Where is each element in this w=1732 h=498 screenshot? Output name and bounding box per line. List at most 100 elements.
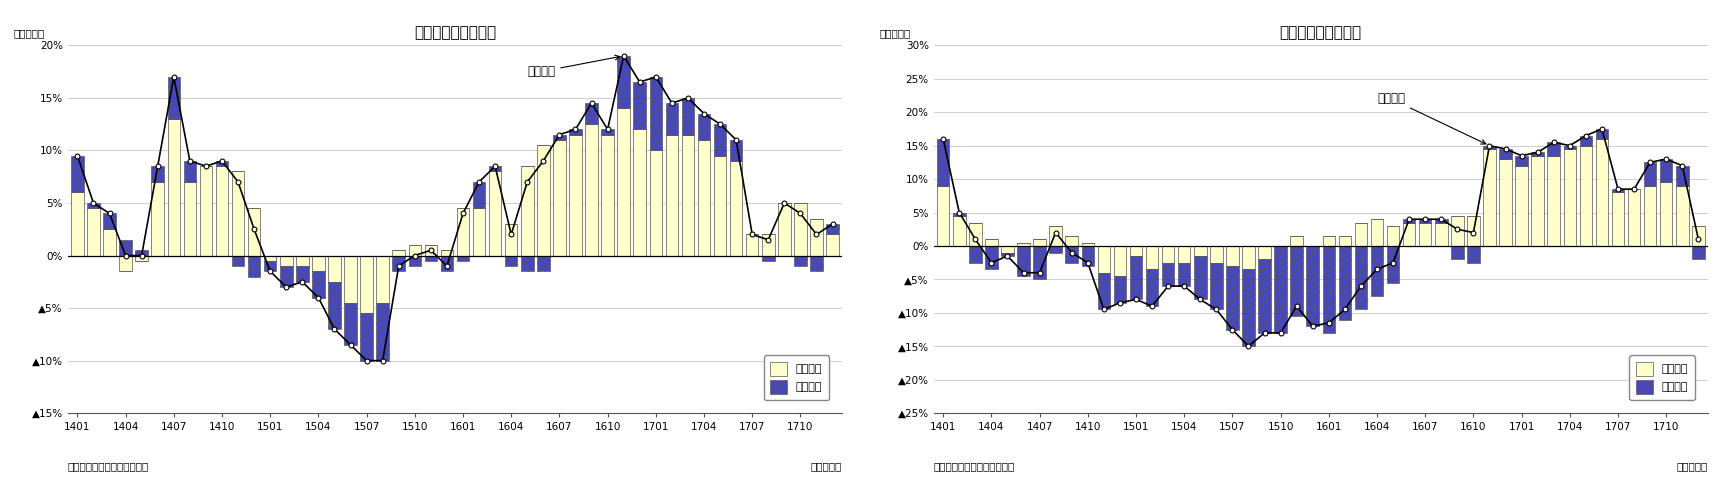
Bar [617, 56, 629, 109]
Text: （前年比）: （前年比） [878, 28, 909, 38]
Bar [409, 245, 421, 255]
Bar [345, 255, 357, 303]
Bar [87, 208, 100, 255]
Bar [1675, 186, 1687, 246]
Bar [601, 129, 613, 134]
Bar [473, 208, 485, 255]
Bar [634, 82, 646, 129]
Bar [953, 216, 965, 246]
Bar [745, 235, 759, 255]
Bar [1017, 246, 1029, 276]
Bar [1001, 246, 1013, 252]
Bar [391, 250, 405, 255]
Bar [281, 255, 293, 266]
Bar [1065, 246, 1077, 262]
Bar [345, 303, 357, 345]
Bar [263, 255, 277, 261]
Bar [1322, 246, 1334, 333]
Bar [104, 214, 116, 229]
Bar [1690, 246, 1704, 259]
Bar [360, 313, 372, 361]
Bar [698, 114, 710, 140]
Bar [1050, 246, 1062, 252]
Bar [1578, 135, 1592, 145]
Bar [1370, 219, 1382, 246]
Text: 輸入金額: 輸入金額 [1377, 92, 1484, 144]
Bar [1578, 145, 1592, 246]
Bar [1547, 156, 1559, 246]
Bar [1290, 246, 1302, 316]
Bar [135, 250, 147, 255]
Bar [793, 203, 805, 255]
Bar [440, 250, 454, 255]
Bar [312, 271, 324, 297]
Bar [714, 124, 726, 156]
Bar [778, 203, 790, 255]
Bar [1547, 142, 1559, 156]
Bar [826, 224, 838, 235]
Bar [1354, 246, 1367, 309]
Bar [537, 255, 549, 271]
Bar [327, 255, 341, 282]
Bar [1178, 262, 1190, 286]
Bar [968, 223, 980, 246]
Bar [826, 235, 838, 255]
Bar [232, 171, 244, 255]
Bar [424, 245, 436, 255]
Bar [762, 255, 774, 261]
Bar [1322, 236, 1334, 246]
Bar [360, 255, 372, 313]
Bar [296, 266, 308, 282]
Bar [650, 150, 662, 255]
Bar [1644, 162, 1656, 186]
Bar [1129, 256, 1141, 299]
Bar [568, 134, 582, 255]
Bar [312, 255, 324, 271]
Bar [1160, 246, 1174, 262]
Bar [585, 124, 598, 255]
Bar [714, 156, 726, 255]
Bar [1514, 166, 1528, 246]
Bar [1242, 246, 1254, 269]
Bar [681, 98, 695, 134]
Bar [104, 229, 116, 255]
Bar [1659, 159, 1671, 182]
Bar [1209, 262, 1221, 309]
Bar [248, 208, 260, 255]
Bar [1032, 239, 1044, 246]
Bar [1450, 216, 1464, 246]
Bar [1483, 149, 1495, 246]
Bar [1096, 273, 1110, 309]
Bar [1434, 219, 1446, 223]
Bar [811, 219, 823, 255]
Bar [968, 246, 980, 262]
Bar [1017, 243, 1029, 246]
Bar [1065, 236, 1077, 246]
Bar [440, 255, 454, 271]
Bar [1145, 269, 1157, 306]
Bar [729, 140, 741, 161]
Bar [537, 145, 549, 255]
Bar [376, 303, 388, 361]
Bar [1193, 246, 1205, 256]
Bar [1386, 226, 1398, 246]
Bar [1626, 189, 1640, 246]
Bar [1419, 219, 1431, 223]
Bar [232, 255, 244, 266]
Bar [1403, 219, 1415, 223]
Bar [424, 255, 436, 261]
Bar [937, 186, 949, 246]
Bar [1337, 246, 1351, 320]
Legend: 数量要因, 価格要因: 数量要因, 価格要因 [1628, 356, 1694, 400]
Bar [71, 156, 83, 192]
Bar [698, 140, 710, 255]
Bar [1644, 186, 1656, 246]
Bar [937, 139, 949, 186]
Bar [135, 255, 147, 261]
Bar [263, 261, 277, 271]
Bar [984, 246, 998, 269]
Bar [151, 166, 165, 182]
Bar [281, 266, 293, 287]
Bar [650, 77, 662, 150]
Bar [1611, 192, 1623, 246]
